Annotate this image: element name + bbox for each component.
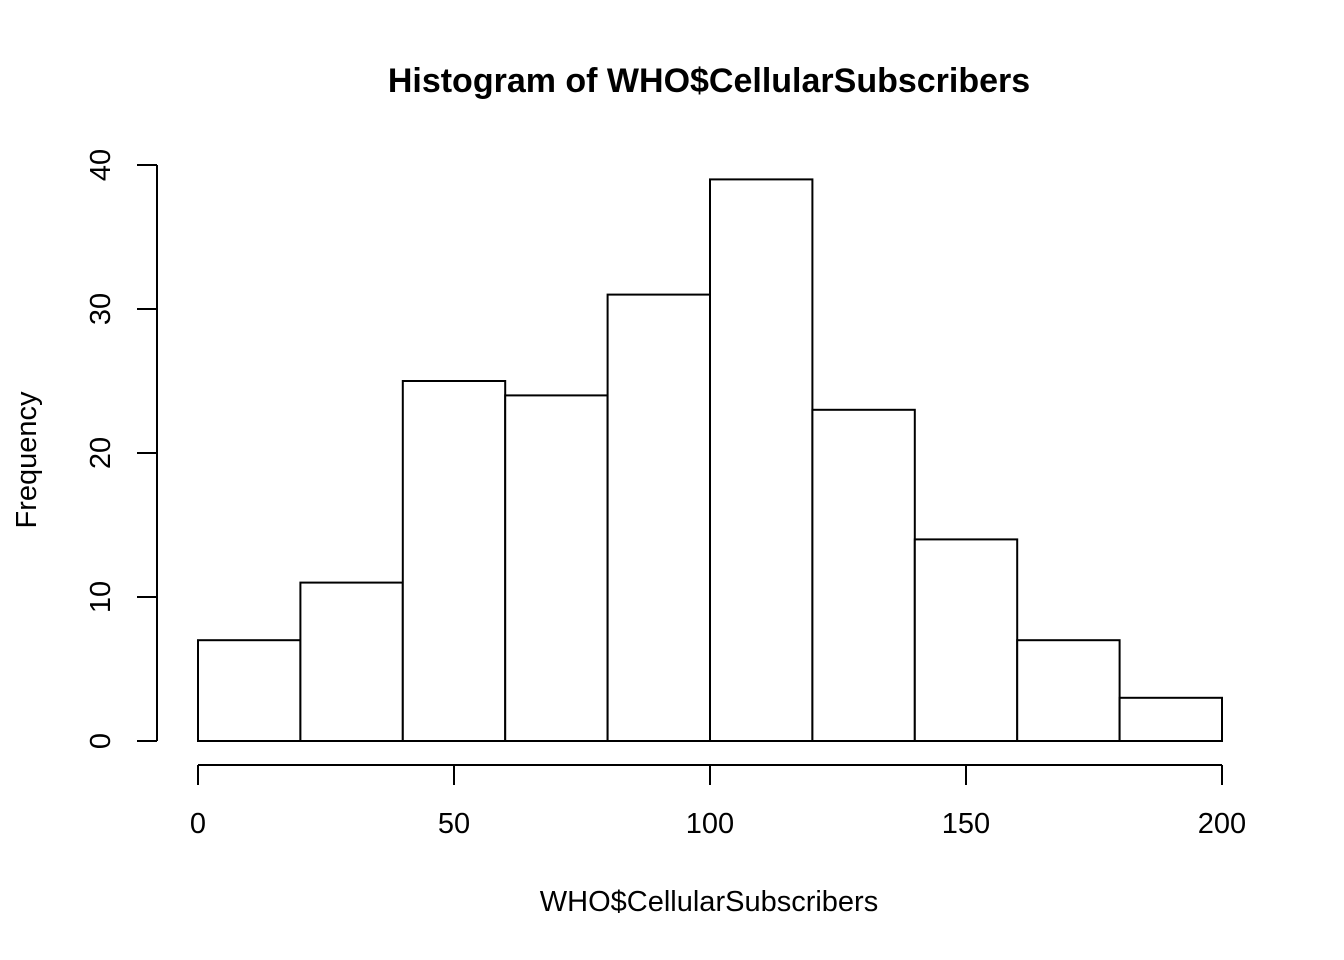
- y-tick-label: 40: [85, 149, 117, 181]
- histogram-bar-1: [197, 639, 302, 743]
- x-tick-label: 50: [438, 808, 470, 840]
- histogram-bar-8: [913, 538, 1019, 743]
- y-axis: 0 10 20 30 40: [85, 149, 158, 749]
- bars-group: [197, 178, 1223, 743]
- x-tick-label: 150: [942, 808, 990, 840]
- x-tick-label: 100: [686, 808, 734, 840]
- histogram-bar-7: [811, 408, 916, 742]
- x-axis: 0 50 100 150 200: [190, 764, 1246, 840]
- histogram-bar-10: [1118, 696, 1223, 742]
- y-tick-label: 30: [85, 293, 117, 325]
- x-axis-label: WHO$CellularSubscribers: [540, 886, 878, 918]
- histogram-bar-2: [299, 581, 404, 742]
- y-tick-label: 0: [85, 733, 117, 749]
- histogram-bar-9: [1016, 639, 1121, 743]
- histogram-bar-4: [504, 394, 609, 742]
- y-tick-label: 20: [85, 437, 117, 469]
- y-tick-label: 10: [85, 581, 117, 613]
- y-axis-label: Frequency: [11, 391, 43, 529]
- histogram-bar-5: [606, 293, 711, 742]
- histogram-bar-3: [401, 380, 507, 742]
- x-tick-label: 200: [1198, 808, 1246, 840]
- x-tick-label: 0: [190, 808, 206, 840]
- chart-title: Histogram of WHO$CellularSubscribers: [388, 62, 1030, 100]
- histogram-bar-6: [709, 178, 814, 742]
